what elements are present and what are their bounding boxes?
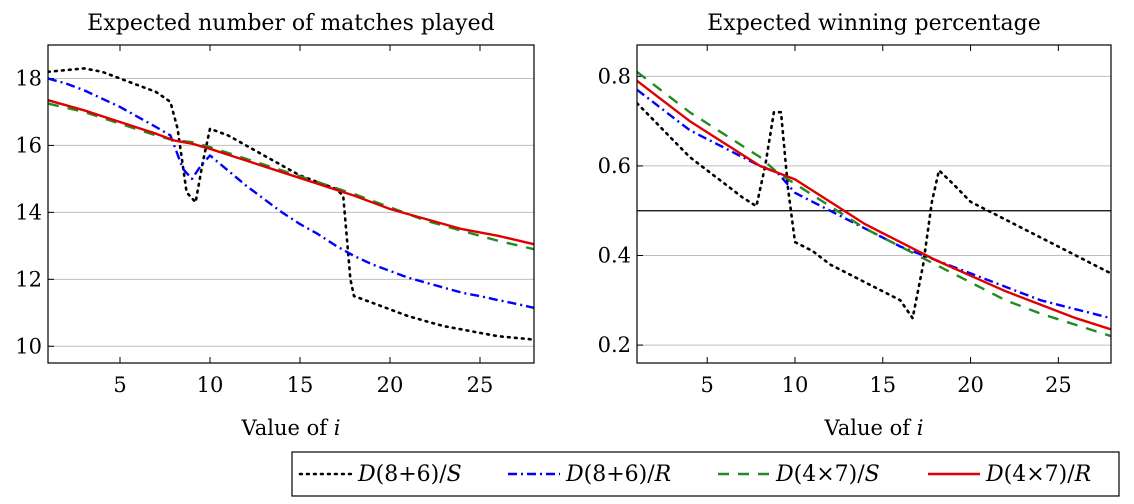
matches-played-chart: Expected number of matches played Value …: [15, 11, 535, 440]
legend-label: D(8+6)/S: [357, 462, 462, 487]
legend-label: D(4×7)/S: [775, 462, 880, 487]
series-line: [48, 77, 534, 309]
x-tick-label: 25: [1045, 373, 1072, 397]
y-tick-label: 10: [15, 334, 42, 358]
y-tick-label: 0.2: [598, 333, 631, 357]
legend: D(8+6)/S D(8+6)/R D(4×7)/S D(4×7)/R: [291, 451, 1120, 497]
x-tick-label: 15: [869, 373, 896, 397]
x-axis-label: Value of i: [824, 416, 924, 440]
series-line: [48, 102, 534, 251]
y-tick-label: 14: [15, 200, 42, 224]
y-tick-label: 0.8: [598, 64, 631, 88]
chart-title: Expected number of matches played: [87, 11, 494, 36]
series-line: [637, 79, 1111, 331]
y-tick-label: 18: [15, 66, 42, 90]
plot-frame: [47, 44, 535, 364]
x-tick-label: 25: [467, 373, 494, 397]
x-tick-label: 5: [113, 373, 126, 397]
y-tick-label: 16: [15, 133, 42, 157]
x-tick-label: 10: [197, 373, 224, 397]
plot-frame: [636, 44, 1112, 364]
y-tick-label: 0.4: [598, 244, 631, 268]
legend-label: D(4×7)/R: [985, 462, 1091, 487]
x-tick-label: 20: [377, 373, 404, 397]
y-tick-label: 12: [15, 267, 42, 291]
series-line: [48, 99, 534, 246]
legend-label: D(8+6)/R: [565, 462, 671, 487]
x-tick-label: 20: [957, 373, 984, 397]
series-line: [637, 70, 1111, 338]
x-tick-label: 5: [701, 373, 714, 397]
series-line: [48, 67, 534, 341]
x-tick-label: 10: [782, 373, 809, 397]
legend-box: [291, 451, 1120, 497]
x-axis-label: Value of i: [241, 416, 341, 440]
series-line: [637, 101, 1111, 320]
x-tick-label: 15: [287, 373, 314, 397]
winning-percentage-chart: Expected winning percentage Value of i 0…: [598, 11, 1112, 440]
y-tick-label: 0.6: [598, 154, 631, 178]
chart-title: Expected winning percentage: [707, 11, 1041, 36]
